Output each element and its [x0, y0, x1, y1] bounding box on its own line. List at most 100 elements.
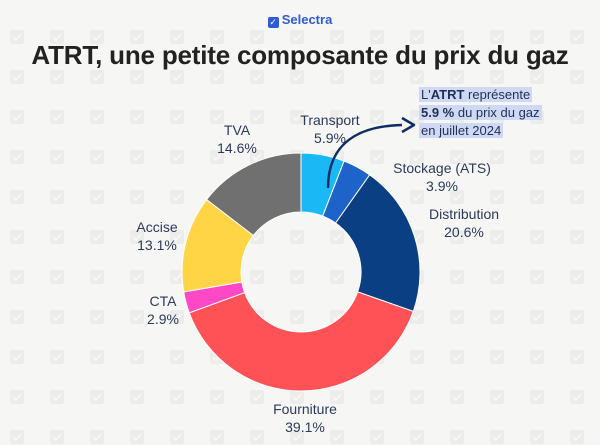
watermark-check-mark: [252, 233, 262, 242]
watermark-check-mark: [252, 393, 262, 402]
watermark-check-icon: [210, 30, 224, 44]
watermark-check-mark: [52, 193, 62, 202]
watermark-check-mark: [12, 433, 22, 442]
watermark-check-mark: [332, 313, 342, 322]
watermark-check-icon: [50, 430, 64, 444]
slice-fourniture: [188, 291, 414, 392]
watermark-check-icon: [410, 190, 424, 204]
watermark-check-icon: [170, 350, 184, 364]
watermark-check-mark: [492, 73, 502, 82]
watermark-check-mark: [412, 153, 422, 162]
watermark-check-icon: [90, 190, 104, 204]
watermark-check-mark: [452, 193, 462, 202]
watermark-check-icon: [450, 70, 464, 84]
watermark-check-mark: [492, 313, 502, 322]
watermark-check-mark: [572, 153, 582, 162]
watermark-check-icon: [250, 110, 264, 124]
watermark-check-mark: [332, 113, 342, 122]
watermark-check-icon: [530, 190, 544, 204]
watermark-check-icon: [410, 310, 424, 324]
watermark-check-icon: [290, 270, 304, 284]
watermark-check-mark: [292, 313, 302, 322]
watermark-check-mark: [252, 113, 262, 122]
watermark-check-icon: [90, 150, 104, 164]
watermark-check-mark: [12, 33, 22, 42]
watermark-check-mark: [292, 113, 302, 122]
slice-label: Accise: [136, 219, 177, 235]
watermark-check-mark: [452, 433, 462, 442]
watermark-check-icon: [570, 150, 584, 164]
watermark-check-mark: [12, 113, 22, 122]
watermark-check-icon: [130, 30, 144, 44]
watermark-check-mark: [332, 73, 342, 82]
watermark-check-icon: [450, 230, 464, 244]
watermark-check-icon: [410, 390, 424, 404]
watermark-check-icon: [250, 390, 264, 404]
watermark-check-icon: [490, 150, 504, 164]
watermark-check-mark: [532, 33, 542, 42]
watermark-check-mark: [532, 313, 542, 322]
watermark-check-icon: [50, 150, 64, 164]
watermark-check-mark: [212, 73, 222, 82]
watermark-check-mark: [12, 193, 22, 202]
watermark-check-icon: [90, 70, 104, 84]
watermark-check-icon: [530, 270, 544, 284]
watermark-check-icon: [90, 430, 104, 444]
watermark-check-icon: [170, 70, 184, 84]
watermark-check-icon: [50, 70, 64, 84]
watermark-check-mark: [572, 393, 582, 402]
watermark-check-mark: [332, 33, 342, 42]
watermark-check-icon: [50, 30, 64, 44]
watermark-check-mark: [292, 33, 302, 42]
watermark-check-mark: [132, 153, 142, 162]
watermark-check-icon: [10, 190, 24, 204]
watermark-check-icon: [50, 110, 64, 124]
watermark-check-mark: [132, 193, 142, 202]
watermark-check-mark: [132, 393, 142, 402]
watermark-check-mark: [572, 113, 582, 122]
watermark-check-icon: [370, 150, 384, 164]
watermark-check-icon: [450, 150, 464, 164]
watermark-check-mark: [92, 393, 102, 402]
watermark-check-icon: [570, 230, 584, 244]
watermark-check-mark: [172, 153, 182, 162]
watermark-check-icon: [50, 190, 64, 204]
watermark-check-mark: [532, 273, 542, 282]
watermark-check-mark: [292, 73, 302, 82]
watermark-check-mark: [212, 113, 222, 122]
watermark-check-icon: [130, 270, 144, 284]
callout-prefix: L': [421, 87, 431, 102]
watermark-check-icon: [210, 150, 224, 164]
watermark-check-mark: [532, 353, 542, 362]
watermark-check-icon: [290, 70, 304, 84]
watermark-check-icon: [410, 350, 424, 364]
watermark-check-mark: [452, 73, 462, 82]
watermark-check-icon: [250, 70, 264, 84]
watermark-check-icon: [10, 230, 24, 244]
watermark-check-icon: [210, 390, 224, 404]
watermark-check-icon: [530, 430, 544, 444]
watermark-check-mark: [252, 433, 262, 442]
watermark-check-icon: [570, 270, 584, 284]
watermark-check-icon: [250, 270, 264, 284]
watermark-check-mark: [332, 273, 342, 282]
watermark-check-icon: [490, 390, 504, 404]
watermark-check-icon: [290, 110, 304, 124]
watermark-check-mark: [92, 233, 102, 242]
watermark-check-icon: [10, 350, 24, 364]
watermark-check-mark: [532, 153, 542, 162]
watermark-check-icon: [170, 190, 184, 204]
watermark-check-mark: [132, 273, 142, 282]
watermark-check-mark: [492, 393, 502, 402]
watermark-check-icon: [50, 270, 64, 284]
watermark-check-icon: [130, 190, 144, 204]
watermark-check-icon: [10, 270, 24, 284]
watermark-check-mark: [252, 33, 262, 42]
watermark-check-icon: [50, 310, 64, 324]
watermark-check-icon: [170, 110, 184, 124]
watermark-check-icon: [450, 310, 464, 324]
slice-label: CTA: [150, 293, 178, 309]
watermark-check-icon: [290, 30, 304, 44]
watermark-check-mark: [92, 273, 102, 282]
